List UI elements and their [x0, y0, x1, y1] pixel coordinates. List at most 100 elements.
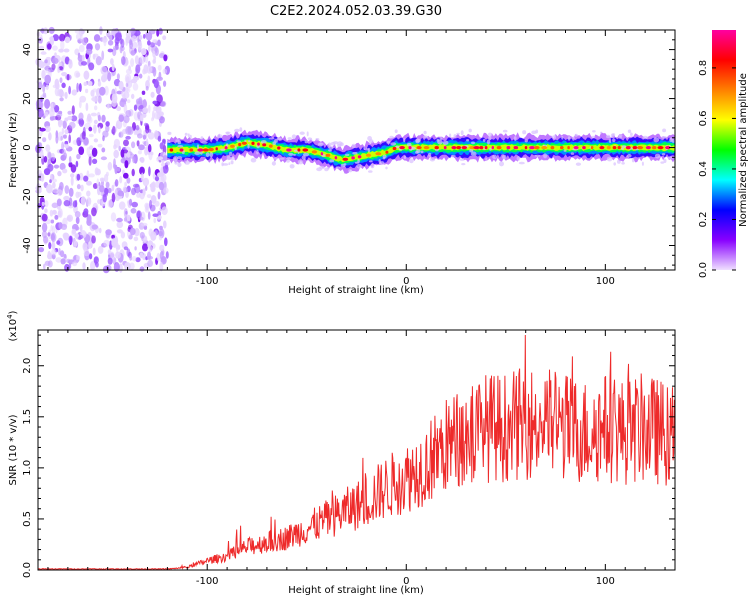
heatmap-cell [68, 156, 72, 163]
heatmap-cell [131, 141, 136, 149]
heatmap-cell [663, 158, 667, 163]
heatmap-cell [107, 48, 114, 53]
heatmap-cell [53, 164, 60, 169]
heatmap-cell [129, 227, 136, 236]
heatmap-cell [357, 155, 362, 159]
heatmap-cell [44, 74, 51, 85]
heatmap-cell [97, 114, 101, 122]
heatmap-cell [61, 91, 65, 97]
heatmap-cell [61, 148, 66, 156]
heatmap-cell [573, 146, 579, 150]
heatmap-cell [61, 72, 68, 77]
heatmap-cell [125, 191, 129, 198]
heatmap-cell [138, 216, 144, 221]
heatmap-cell [132, 155, 136, 164]
heatmap-cell [78, 100, 82, 109]
heatmap-cell [513, 146, 519, 150]
heatmap-cell [68, 121, 76, 129]
heatmap-cell [297, 148, 301, 152]
heatmap-cell [279, 157, 285, 160]
heatmap-cell [518, 161, 525, 165]
heatmap-cell [140, 172, 144, 182]
heatmap-cell [132, 183, 140, 188]
heatmap-cell [502, 154, 507, 160]
heatmap-cell [251, 141, 255, 145]
heatmap-cell [142, 188, 146, 196]
heatmap-cell [125, 38, 128, 46]
heatmap-cell [40, 97, 44, 103]
x-tick-label: 100 [596, 576, 615, 587]
heatmap-cell [139, 252, 144, 259]
heatmap-cell [58, 222, 63, 230]
heatmap-cell [241, 141, 247, 145]
heatmap-cell [220, 148, 226, 152]
heatmap-cell [125, 76, 130, 84]
heatmap-cell [612, 146, 617, 150]
heatmap-cell [415, 150, 419, 154]
heatmap-cell [179, 148, 184, 152]
heatmap-cell [99, 177, 105, 182]
heatmap-cell [60, 258, 66, 265]
heatmap-cell [460, 130, 464, 136]
heatmap-cell [158, 116, 165, 124]
heatmap-cell [226, 155, 231, 161]
heatmap-cell [94, 167, 99, 176]
heatmap-cell [466, 139, 470, 142]
heatmap-cell [129, 40, 134, 50]
heatmap-cell [122, 94, 126, 99]
colorbar-label: Normalized spectral amplitude [738, 73, 749, 227]
heatmap-cell [136, 140, 140, 147]
heatmap-cell [124, 181, 127, 187]
heatmap-cell [50, 219, 55, 224]
heatmap-cell [437, 139, 443, 145]
heatmap-cell [456, 146, 462, 150]
heatmap-cell [352, 151, 358, 155]
heatmap-cell [163, 54, 168, 62]
heatmap-cell [88, 253, 93, 260]
heatmap-cell [71, 115, 78, 122]
heatmap-cell [41, 201, 45, 206]
heatmap-cell [59, 33, 66, 42]
heatmap-cell [148, 166, 151, 177]
heatmap-cell [103, 239, 110, 247]
heatmap-cell [79, 95, 87, 103]
heatmap-cell [145, 185, 148, 191]
y-tick-label: 40 [22, 43, 33, 56]
heatmap-cell [140, 48, 147, 56]
heatmap-cell [621, 145, 627, 149]
heatmap-cell [215, 147, 218, 151]
heatmap-cell [55, 82, 60, 90]
heatmap-cell [44, 260, 51, 266]
heatmap-cell [140, 157, 145, 163]
heatmap-cell [149, 199, 152, 209]
heatmap-cell [162, 35, 167, 40]
heatmap-cell [142, 243, 148, 252]
heatmap-cell [157, 64, 162, 71]
heatmap-cell [152, 50, 156, 58]
heatmap-cell [304, 140, 309, 144]
heatmap-cell [114, 164, 118, 175]
heatmap-cell [159, 261, 164, 272]
heatmap-cell [126, 151, 131, 158]
heatmap-cell [60, 136, 63, 141]
heatmap-cell [57, 170, 62, 177]
heatmap-cell [449, 133, 452, 138]
heatmap-cell [392, 146, 397, 151]
heatmap-cell [93, 256, 100, 264]
heatmap-cell [132, 41, 138, 49]
heatmap-cell [93, 53, 99, 58]
y-tick-label: 1.5 [22, 409, 33, 425]
heatmap-cell [152, 39, 158, 43]
heatmap-cell [97, 80, 102, 87]
heatmap-cell [209, 152, 214, 158]
colorbar-tick-label: 0.2 [698, 212, 709, 228]
heatmap-cell [560, 146, 564, 150]
y-tick-label: 20 [22, 92, 33, 105]
heatmap-cell [164, 237, 168, 247]
y-tick-label: 2.0 [22, 358, 33, 374]
heatmap-cell [88, 126, 93, 132]
heatmap-cell [64, 56, 70, 65]
heatmap-cell [50, 232, 57, 243]
heatmap-cell [68, 235, 73, 244]
